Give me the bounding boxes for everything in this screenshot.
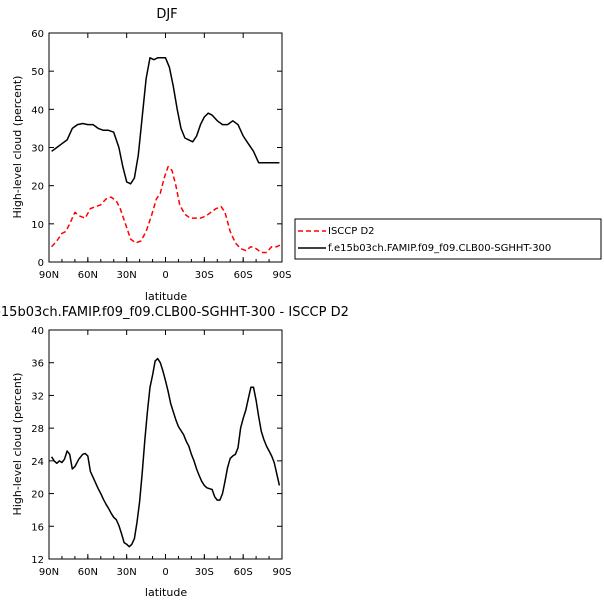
top-x-tick-label: 30N — [117, 270, 137, 281]
bottom-y-tick-label: 36 — [31, 359, 44, 370]
legend: ISCCP D2 f.e15b03ch.FAMIP.f09_f09.CLB00-… — [294, 218, 602, 260]
top-y-tick-label: 60 — [31, 29, 44, 40]
bottom-x-tick-label: 60N — [78, 567, 98, 578]
top-y-tick-label: 50 — [31, 67, 44, 78]
bottom-y-tick-label: 24 — [31, 457, 44, 468]
top-x-axis-label: latitude — [145, 290, 187, 303]
top-y-tick-label: 0 — [38, 258, 44, 269]
top-series-line-1 — [51, 57, 280, 185]
top-y-tick-label: 10 — [31, 220, 44, 231]
legend-label-isccp: ISCCP D2 — [328, 226, 375, 237]
bottom-plot-frame — [48, 329, 283, 560]
bottom-y-axis-label: High-level cloud (percent) — [11, 373, 24, 516]
bottom-y-tick-label: 28 — [31, 424, 44, 435]
legend-box — [294, 218, 602, 260]
top-series — [51, 57, 282, 254]
bottom-x-tick-label: 90S — [272, 567, 291, 578]
top-y-tick-label: 20 — [31, 182, 44, 193]
top-plot-frame — [48, 32, 283, 263]
bottom-x-tick-label: 60S — [234, 567, 253, 578]
top-x-tick-label: 90N — [39, 270, 59, 281]
bottom-y-tick-label: 12 — [31, 555, 44, 566]
bottom-x-tick-label: 30S — [195, 567, 214, 578]
top-panel: DJF 90N 60N 30N 0 30S 60S 90S 0 10 20 30 40 50 60 lat… — [11, 7, 292, 303]
top-x-tick-label: 60N — [78, 270, 98, 281]
bottom-series-line-0 — [50, 357, 281, 548]
bottom-panel: f.e15b03ch.FAMIP.f09_f09.CLB00-SGHHT-300… — [0, 305, 349, 599]
bottom-y-tick-label: 40 — [31, 326, 44, 337]
bottom-x-tick-label: 90N — [39, 567, 59, 578]
top-x-tick-label: 0 — [162, 270, 168, 281]
legend-label-model: f.e15b03ch.FAMIP.f09_f09.CLB00-SGHHT-300 — [328, 243, 551, 254]
top-x-tick-label: 60S — [234, 270, 253, 281]
top-ticks: 90N 60N 30N 0 30S 60S 90S 0 10 20 30 40 50 60 — [31, 29, 291, 281]
bottom-chart-title: f.e15b03ch.FAMIP.f09_f09.CLB00-SGHHT-300… — [0, 305, 349, 320]
top-y-tick-label: 30 — [31, 144, 44, 155]
top-chart-title: DJF — [156, 7, 177, 22]
bottom-ticks: 90N 60N 30N 0 30S 60S 90S 12 16 20 24 28 32 36 40 — [31, 326, 291, 578]
bottom-y-tick-label: 16 — [31, 522, 44, 533]
top-x-tick-label: 90S — [272, 270, 291, 281]
bottom-x-tick-label: 0 — [162, 567, 168, 578]
top-y-axis-label: High-level cloud (percent) — [11, 76, 24, 219]
bottom-x-axis-label: latitude — [145, 586, 187, 599]
top-y-tick-label: 40 — [31, 105, 44, 116]
bottom-x-tick-label: 30N — [117, 567, 137, 578]
bottom-series — [50, 357, 281, 548]
bottom-y-tick-label: 32 — [31, 391, 44, 402]
top-x-tick-label: 30S — [195, 270, 214, 281]
top-series-line-0 — [51, 165, 282, 254]
bottom-y-tick-label: 20 — [31, 490, 44, 501]
